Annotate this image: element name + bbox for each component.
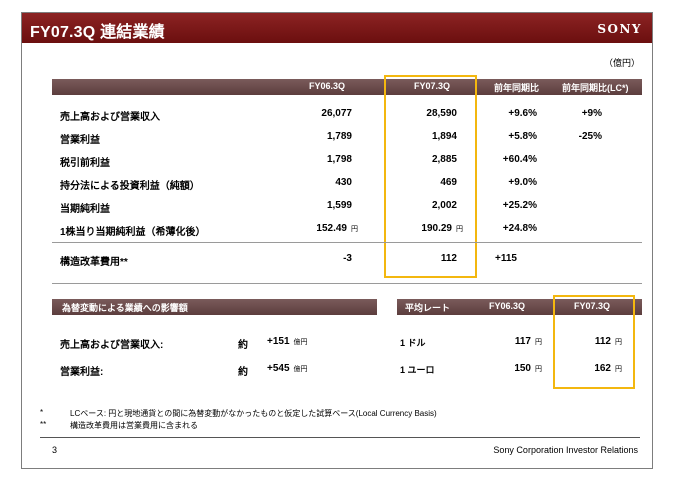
row-label: 持分法による投資利益（純額） [60,181,200,192]
cell-yoy-lc: -25% [578,131,602,142]
cell-fy07: 1,894 [431,131,457,142]
cell-yoy: +24.8% [502,223,537,234]
cell-fy07: 2,002 [431,200,457,211]
cell-yoy: +25.2% [502,200,537,211]
cell-fy07: 469 [440,177,457,188]
title-bar: FY07.3Q 連結業績 SONY [22,13,652,43]
cell-yoy: +115 [495,253,517,264]
row-label: 当期純利益 [60,204,110,215]
cell-fy06: 430 [335,177,352,188]
cell-yoy: +9.0% [508,177,537,188]
col-yoy: 前年同期比 [494,83,540,93]
row-label: 税引前利益 [60,158,110,169]
fx-approx: 約 [238,340,248,351]
yen-unit: 円 [615,366,622,373]
cell-fy06: 152.49 円 [262,223,358,234]
cell-fy07: 112 [440,253,457,264]
cell-fy06: 1,599 [326,200,352,211]
rate-currency: 1 ユーロ [400,365,435,375]
sony-logo: SONY [597,22,642,36]
yen-unit: 円 [351,226,358,233]
col-yoy-lc: 前年同期比(LC*) [562,83,629,93]
footer-divider [40,437,640,438]
col-fy06: FY06.3Q [309,81,346,91]
fx-impact-title: 為替変動による業績への影響額 [62,303,188,313]
oku-yen-unit: 億円 [293,339,308,346]
note-text: LCベース: 円と現地通貨との間に為替変動がなかったものと仮定した試算ベース(L… [70,409,437,418]
unit-label: （億円） [603,58,640,68]
cell-fy06: 1,789 [326,131,352,142]
cell-fy07: 190.29 円 [367,223,463,234]
fx-amount: +151 [267,336,290,347]
col-avg-rate: 平均レート [405,303,451,313]
cell-fy07: 28,590 [426,108,457,119]
note-mark: ** [40,420,47,429]
col-rate-fy06: FY06.3Q [489,301,526,311]
cell-fy06: -3 [343,253,352,264]
table-divider [52,242,642,243]
rate-value: 150 [514,363,531,374]
yen-unit: 円 [615,339,622,346]
col-fy07: FY07.3Q [414,81,451,91]
oku-yen-unit: 億円 [293,366,308,373]
fx-impact-header: 為替変動による業績への影響額 [52,299,377,315]
fy07-highlight-box [384,75,477,278]
rate-fy07: 112 円 [560,336,622,347]
rate-fy06: 117 円 [482,336,542,347]
row-label: 構造改革費用** [60,257,128,268]
rate-value: 162 [594,363,611,374]
yen-unit: 円 [456,226,463,233]
fx-row-label: 売上高および営業収入: [60,340,164,351]
row-label: 営業利益 [60,135,100,146]
rate-fy07: 162 円 [560,363,622,374]
fx-value: +151 億円 [267,336,308,347]
rate-currency: 1 ドル [400,338,426,348]
page-number: 3 [52,445,58,455]
eps-value: 190.29 [421,223,452,234]
col-rate-fy07: FY07.3Q [574,301,611,311]
section-divider [52,283,642,284]
rate-fy06: 150 円 [482,363,542,374]
row-label: 売上高および営業収入 [60,112,160,123]
cell-yoy: +60.4% [502,154,537,165]
cell-yoy-lc: +9% [581,108,602,119]
main-table-header: FY06.3Q FY07.3Q 前年同期比 前年同期比(LC*) [52,79,642,95]
note-text: 構造改革費用は営業費用に含まれる [70,421,198,430]
rate-value: 112 [594,336,611,347]
cell-yoy: +5.8% [508,131,537,142]
cell-fy06: 26,077 [321,108,352,119]
rate-fy07-highlight-box [553,295,635,389]
rate-value: 117 [514,336,531,347]
row-label: 1株当り当期純利益（希薄化後） [60,227,206,238]
eps-value: 152.49 [316,223,347,234]
note-mark: * [40,408,44,417]
fx-value: +545 億円 [267,363,308,374]
avg-rate-header: 平均レート FY06.3Q FY07.3Q [397,299,642,315]
fx-amount: +545 [267,363,290,374]
fx-approx: 約 [238,367,248,378]
yen-unit: 円 [535,366,542,373]
slide: FY07.3Q 連結業績 SONY （億円） FY06.3Q FY07.3Q 前… [21,12,653,469]
footer-text: Sony Corporation Investor Relations [493,445,638,455]
page-title: FY07.3Q 連結業績 [30,24,165,41]
fx-row-label: 営業利益: [60,367,104,378]
yen-unit: 円 [535,339,542,346]
cell-fy07: 2,885 [431,154,457,165]
cell-fy06: 1,798 [326,154,352,165]
cell-yoy: +9.6% [508,108,537,119]
